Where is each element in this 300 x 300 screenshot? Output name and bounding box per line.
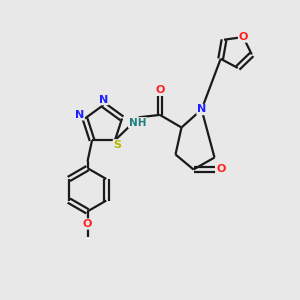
Text: N: N: [75, 110, 84, 120]
Text: O: O: [238, 32, 248, 42]
Text: NH: NH: [129, 118, 146, 128]
Text: S: S: [113, 140, 122, 150]
Text: N: N: [99, 94, 108, 105]
Text: N: N: [197, 104, 206, 115]
Text: O: O: [216, 164, 226, 175]
Text: O: O: [83, 219, 92, 229]
Text: O: O: [155, 85, 165, 95]
